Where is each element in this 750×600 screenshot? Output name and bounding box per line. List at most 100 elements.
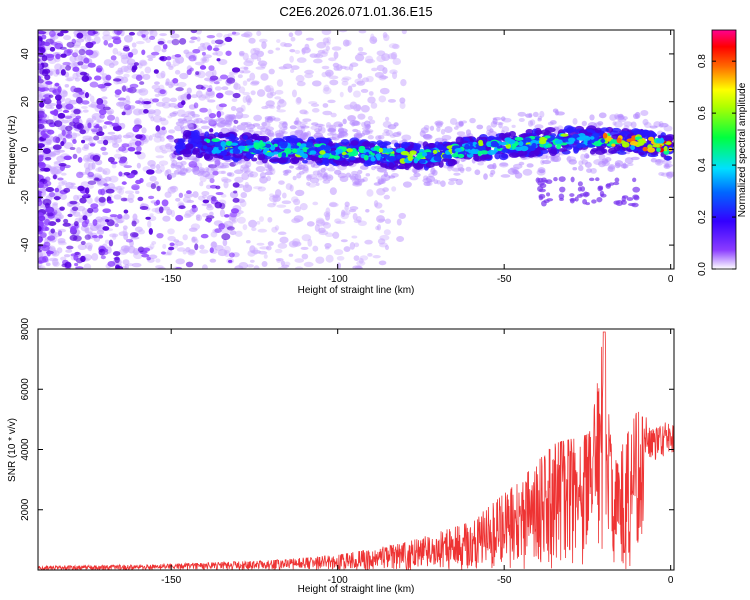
heatmap-cell <box>206 138 211 143</box>
heatmap-cell <box>39 101 45 108</box>
heatmap-cell <box>255 50 265 58</box>
heatmap-cell <box>556 148 568 152</box>
heatmap-cell <box>240 164 250 169</box>
heatmap-cell <box>276 109 286 113</box>
heatmap-cell <box>54 94 62 101</box>
heatmap-cell <box>596 196 603 203</box>
heatmap-cell <box>281 192 287 199</box>
heatmap-cell <box>59 206 65 211</box>
heatmap-cell <box>433 155 442 162</box>
heatmap-cell <box>279 236 289 244</box>
heatmap-cell <box>127 52 134 58</box>
heatmap-cell <box>464 143 470 150</box>
heatmap-cell <box>451 167 462 172</box>
heatmap-cell <box>282 136 290 141</box>
heatmap-cell <box>55 53 61 60</box>
heatmap-cell <box>572 118 578 125</box>
heatmap-cell <box>377 167 388 173</box>
heatmap-cell <box>328 202 339 208</box>
heatmap-cell <box>181 113 190 118</box>
heatmap-cell <box>202 54 212 59</box>
heatmap-cell <box>138 229 145 235</box>
heatmap-cell <box>183 213 192 219</box>
heatmap-cell <box>159 117 167 122</box>
heatmap-cell <box>58 162 67 167</box>
heatmap-cell <box>101 96 108 100</box>
heatmap-cell <box>91 49 100 58</box>
heatmap-cell <box>220 120 230 125</box>
heatmap-cell <box>73 108 81 115</box>
heatmap-cell <box>349 241 356 250</box>
heatmap-cell <box>205 70 214 78</box>
heatmap-cell <box>181 118 188 124</box>
heatmap-cell <box>632 186 641 193</box>
heatmap-cell <box>147 215 157 222</box>
heatmap-cell <box>111 163 117 169</box>
heatmap-cell <box>224 214 230 218</box>
heatmap-cell <box>72 211 81 217</box>
heatmap-cell <box>122 259 130 266</box>
colorbar-tick-label: 0.2 <box>697 210 708 224</box>
heatmap-cell <box>647 147 656 153</box>
heatmap-cell <box>52 258 59 267</box>
heatmap-cell <box>304 43 310 51</box>
heatmap-cell <box>169 242 175 247</box>
heatmap-cell <box>329 79 339 86</box>
heatmap-cell <box>74 77 81 82</box>
heatmap-cell <box>123 73 130 78</box>
heatmap-cell <box>121 85 127 93</box>
heatmap-cell <box>52 136 59 143</box>
heatmap-cell <box>38 30 44 34</box>
heatmap-cell <box>182 129 192 138</box>
heatmap-cell <box>123 172 131 176</box>
heatmap-cell <box>289 55 294 63</box>
heatmap-cell <box>275 132 284 140</box>
heatmap-cell <box>131 66 137 73</box>
heatmap-cell <box>351 83 357 88</box>
heatmap-cell <box>135 179 142 185</box>
heatmap-cell <box>220 141 227 147</box>
heatmap-cell <box>293 120 299 125</box>
heatmap-cell <box>576 136 585 141</box>
heatmap-cell <box>317 125 323 132</box>
heatmap-cell <box>123 209 129 214</box>
heatmap-cell <box>187 249 196 256</box>
heatmap-cell <box>118 159 127 164</box>
heatmap-cell <box>339 175 349 183</box>
heatmap-cell <box>86 184 94 189</box>
heatmap-cell <box>607 166 614 172</box>
heatmap-cell <box>53 196 61 201</box>
heatmap-cell <box>207 91 215 98</box>
heatmap-cell <box>597 160 607 168</box>
heatmap-cell <box>98 196 106 203</box>
heatmap-cell <box>150 183 156 190</box>
heatmap-cell <box>474 169 481 176</box>
heatmap-cell <box>58 181 66 186</box>
heatmap-cell <box>354 78 364 85</box>
heatmap-cell <box>135 134 143 140</box>
heatmap-cell <box>207 218 212 223</box>
heatmap-cell <box>160 251 167 255</box>
heatmap-cell <box>355 133 361 139</box>
heatmap-cell <box>166 208 173 216</box>
heatmap-cell <box>179 164 185 172</box>
heatmap-cell <box>600 193 607 198</box>
heatmap-cell <box>589 114 595 121</box>
heatmap-cell <box>87 171 95 178</box>
heatmap-cell <box>261 121 267 127</box>
heatmap-cell <box>400 78 407 87</box>
heatmap-cell <box>613 200 620 205</box>
heatmap-cell <box>272 137 284 142</box>
heatmap-cell <box>134 140 142 147</box>
heatmap-cell <box>257 186 266 192</box>
heatmap-cell <box>367 115 373 121</box>
heatmap-cell <box>367 96 376 104</box>
heatmap-cell <box>302 118 312 122</box>
heatmap-cell <box>362 176 368 182</box>
heatmap-cell <box>38 155 44 162</box>
heatmap-cell <box>195 84 204 90</box>
heatmap-cell <box>365 58 376 64</box>
heatmap-cell <box>648 136 655 142</box>
heatmap-cell <box>290 145 300 149</box>
heatmap-cell <box>633 195 640 201</box>
